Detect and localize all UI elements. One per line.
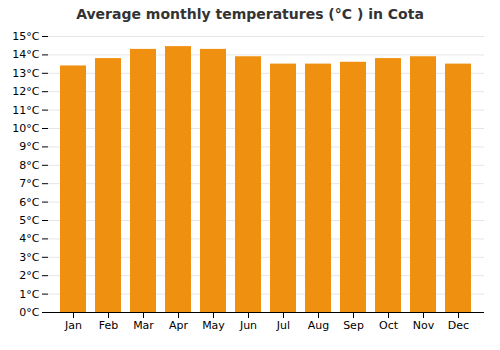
svg-text:14°C: 14°C <box>12 48 39 61</box>
html-text:Average monthly temperatures (: Average monthly temperatures (°C ) in Co… <box>76 6 424 22</box>
svg-text:0°C: 0°C <box>19 306 39 319</box>
svg-text:Apr: Apr <box>169 319 189 332</box>
svg-text:10°C: 10°C <box>12 122 39 135</box>
svg-text:1°C: 1°C <box>19 288 39 301</box>
svg-text:11°C: 11°C <box>12 104 39 117</box>
svg-text:Feb: Feb <box>99 319 118 332</box>
svg-text:Dec: Dec <box>448 319 469 332</box>
svg-text:2°C: 2°C <box>19 269 39 282</box>
svg-text:Mar: Mar <box>133 319 154 332</box>
svg-text:15°C: 15°C <box>12 30 39 43</box>
svg-text:May: May <box>202 319 225 332</box>
svg-text:5°C: 5°C <box>19 214 39 227</box>
svg-text:Oct: Oct <box>379 319 399 332</box>
svg-text:13°C: 13°C <box>12 67 39 80</box>
svg-text:7°C: 7°C <box>19 177 39 190</box>
svg-text:Jan: Jan <box>64 319 82 332</box>
svg-text:12°C: 12°C <box>12 85 39 98</box>
svg-text:3°C: 3°C <box>19 251 39 264</box>
svg-text:4°C: 4°C <box>19 232 39 245</box>
svg-text:Aug: Aug <box>308 319 329 332</box>
svg-text:Jun: Jun <box>239 319 257 332</box>
svg-text:Nov: Nov <box>413 319 435 332</box>
svg-text:Sep: Sep <box>343 319 364 332</box>
svg-text:8°C: 8°C <box>19 159 39 172</box>
svg-text:Jul: Jul <box>276 319 290 332</box>
svg-text:9°C: 9°C <box>19 140 39 153</box>
svg-text:6°C: 6°C <box>19 196 39 209</box>
